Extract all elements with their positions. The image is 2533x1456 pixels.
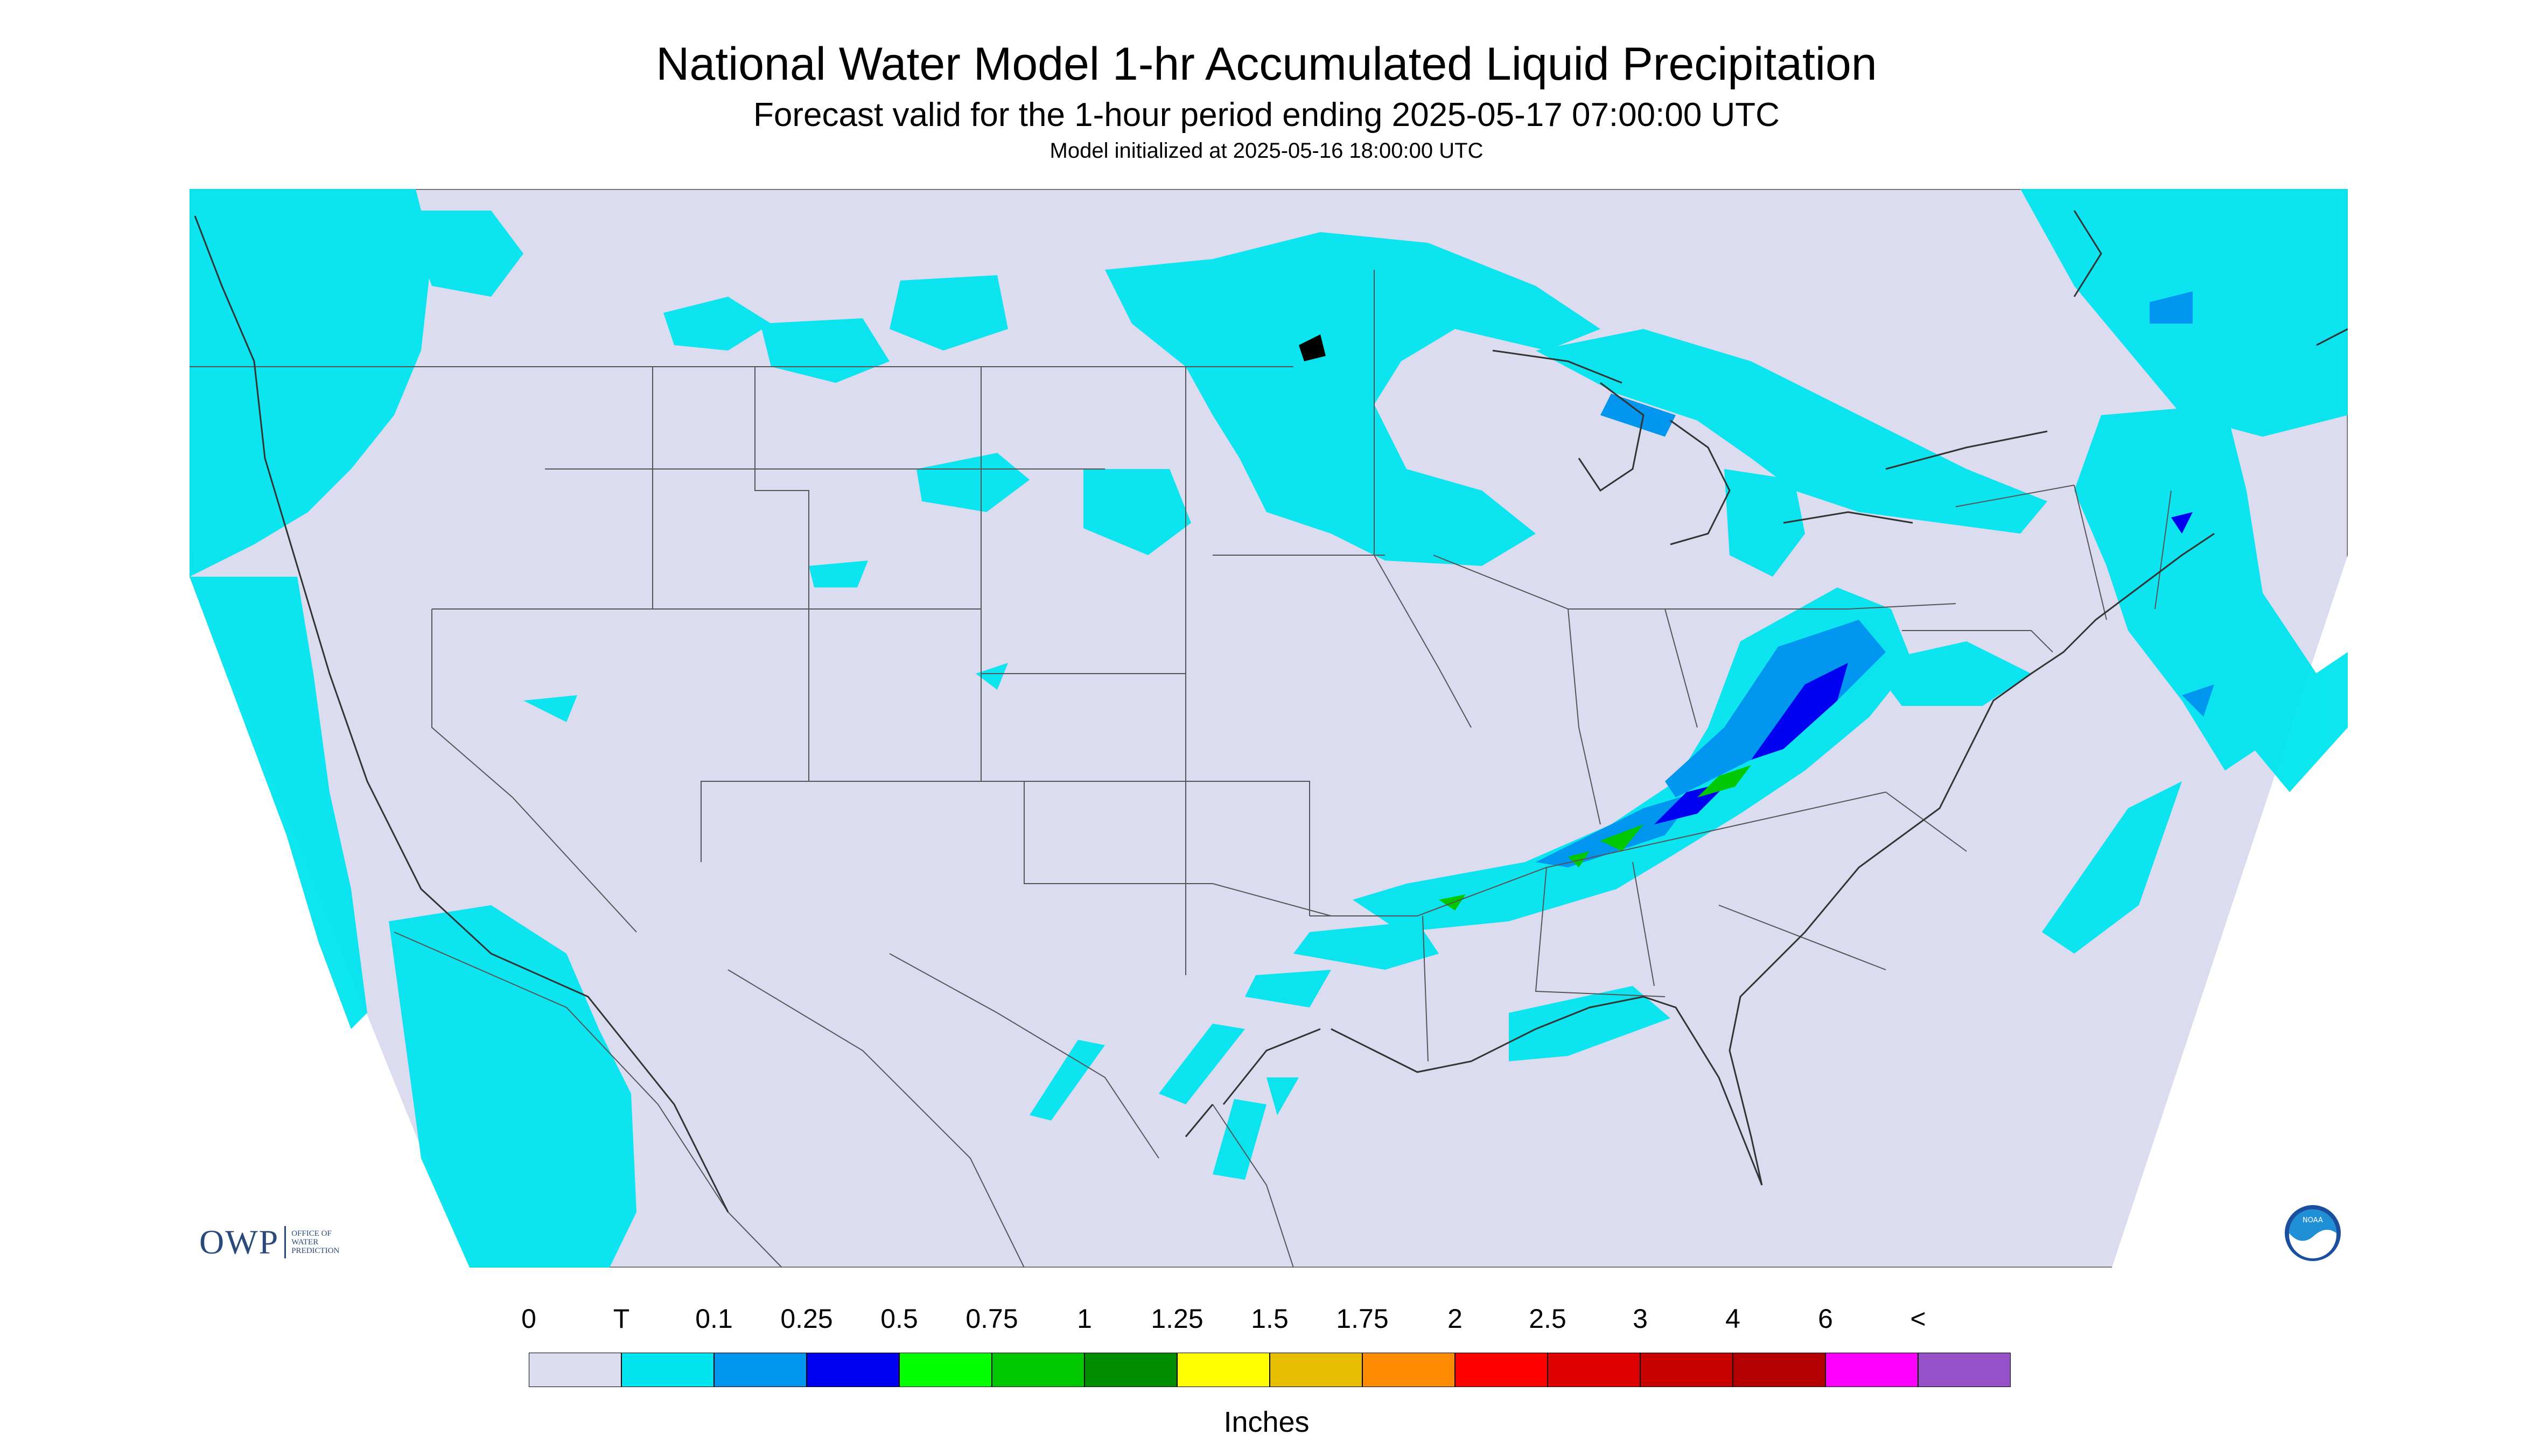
owp-logo: OWP OFFICE OF WATER PREDICTION [199, 1222, 339, 1262]
legend-swatch [1918, 1353, 2011, 1387]
legend-tick-label: 6 [1818, 1304, 1833, 1334]
lake-of-the-woods [1299, 334, 1326, 361]
legend-swatch [1177, 1353, 1270, 1387]
noaa-logo-icon: NOAA [2285, 1205, 2341, 1261]
legend-swatch [1825, 1353, 1919, 1387]
owp-logo-divider [284, 1226, 286, 1258]
legend-swatch [529, 1353, 622, 1387]
model-init-label: Model initialized at 2025-05-16 18:00:00… [1049, 139, 1484, 163]
legend-swatch [806, 1353, 900, 1387]
owp-logo-line: OFFICE OF [291, 1229, 332, 1238]
legend-swatch [1547, 1353, 1641, 1387]
precip-medium-areas [1536, 291, 2214, 867]
legend-swatch [1362, 1353, 1456, 1387]
legend-tick-label: 0.1 [695, 1304, 733, 1334]
legend-tick-label: 3 [1633, 1304, 1648, 1334]
map-title: National Water Model 1-hr Accumulated Li… [656, 38, 1877, 90]
precip-green-areas [1439, 765, 1751, 911]
noaa-logo-text: NOAA [2303, 1216, 2323, 1224]
legend-tick-label: 0.25 [780, 1304, 833, 1334]
owp-logo-line: PREDICTION [291, 1247, 340, 1255]
legend-tick-label: 0.75 [965, 1304, 1018, 1334]
legend-swatch [991, 1353, 1085, 1387]
legend-tick-label: 2 [1447, 1304, 1463, 1334]
legend-tick-label: 1.5 [1251, 1304, 1289, 1334]
legend-swatch [899, 1353, 992, 1387]
legend-tick-label: 1.75 [1336, 1304, 1389, 1334]
legend-tick-label: < [1910, 1304, 1926, 1334]
legend-swatch [1084, 1353, 1178, 1387]
legend-tick-label: 0.5 [880, 1304, 918, 1334]
legend-tick-label: 1 [1077, 1304, 1092, 1334]
legend-swatch [1269, 1353, 1363, 1387]
legend-tick-label: T [613, 1304, 630, 1334]
legend-tick-label: 1.25 [1151, 1304, 1203, 1334]
legend-tick-label: 4 [1725, 1304, 1740, 1334]
coastlines [194, 210, 2348, 1213]
owp-logo-letters: OWP [199, 1223, 279, 1261]
state-boundaries [190, 270, 2172, 1268]
legend-swatch [1732, 1353, 1826, 1387]
legend-tick-label: 2.5 [1529, 1304, 1566, 1334]
legend-swatch [1454, 1353, 1548, 1387]
owp-logo-text: OFFICE OF WATER PREDICTION [291, 1229, 339, 1255]
legend-tick-label: 0 [521, 1304, 536, 1334]
owp-logo-line: WATER [291, 1238, 319, 1247]
legend-units-label: Inches [1223, 1406, 1310, 1438]
legend-swatch [713, 1353, 807, 1387]
legend-swatch [621, 1353, 715, 1387]
legend-swatch [1640, 1353, 1733, 1387]
forecast-valid-subtitle: Forecast valid for the 1-hour period end… [753, 96, 1780, 134]
color-legend-bar [529, 1353, 2011, 1387]
precipitation-map [190, 189, 2348, 1268]
